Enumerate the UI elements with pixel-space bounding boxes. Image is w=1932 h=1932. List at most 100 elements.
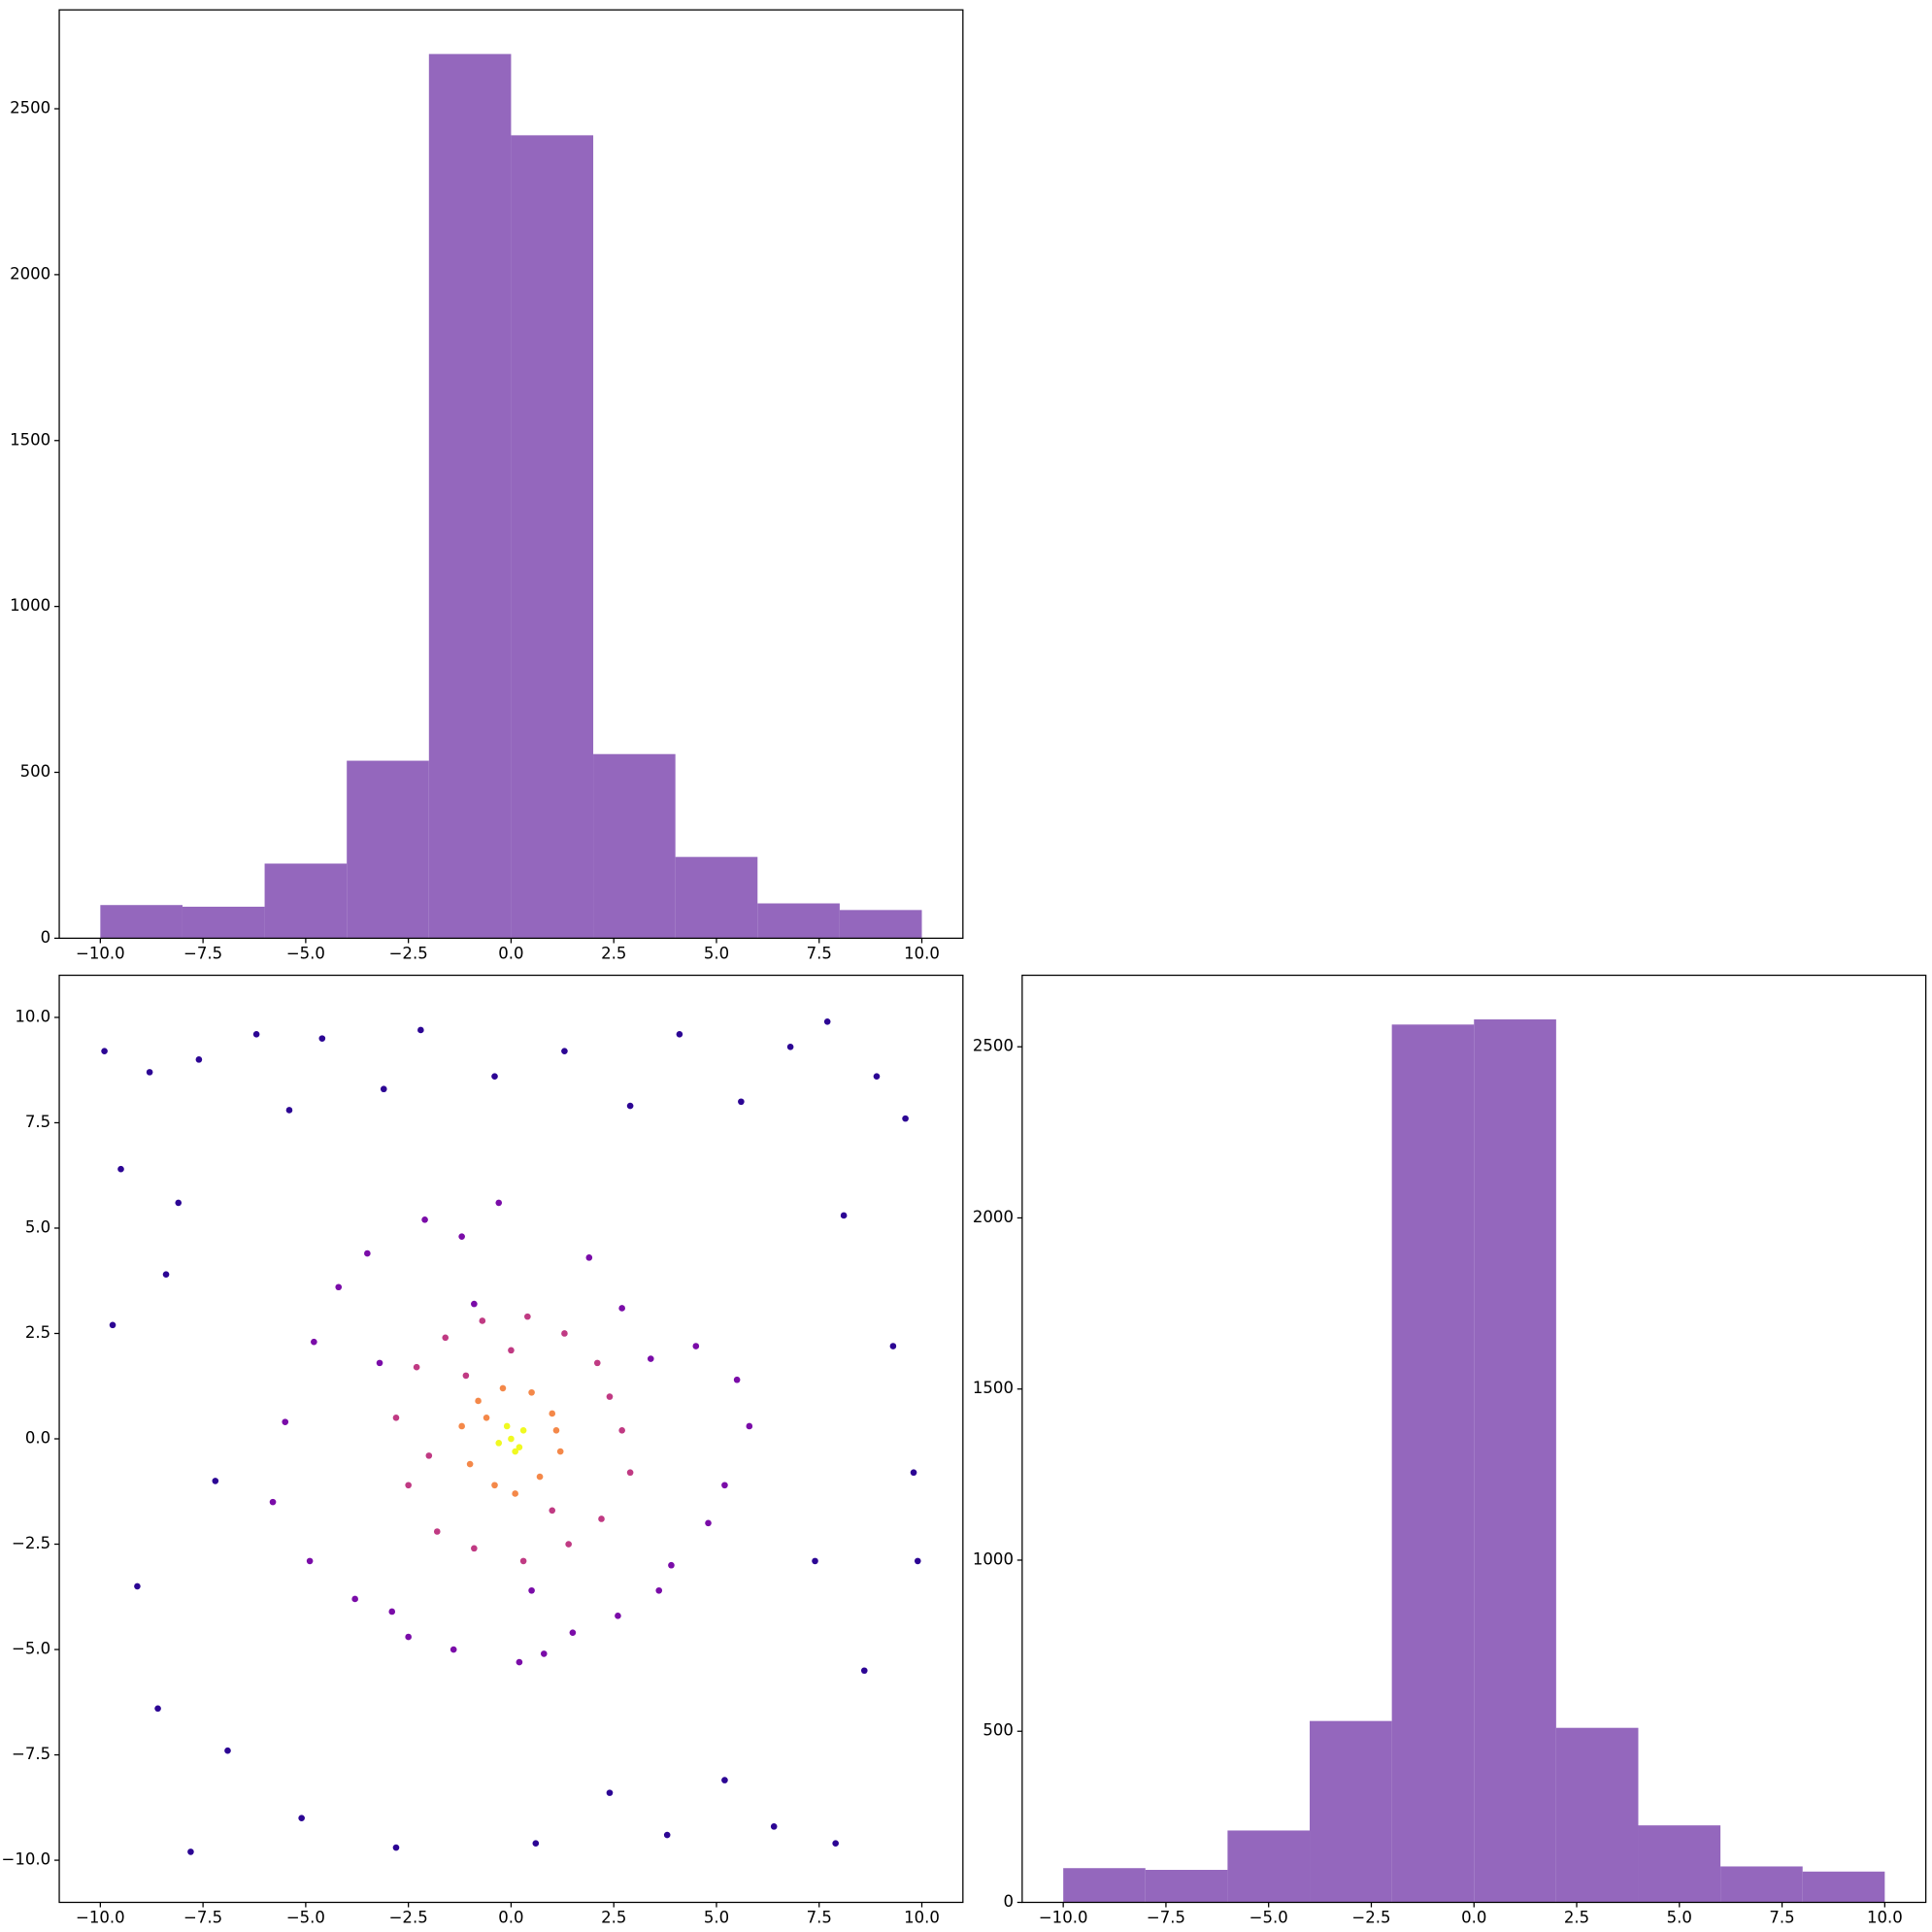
x-tick-label: −2.5 bbox=[1351, 1909, 1390, 1927]
point bbox=[195, 1056, 203, 1063]
y-tick-label: −2.5 bbox=[12, 1534, 50, 1552]
point bbox=[285, 1107, 293, 1114]
point bbox=[380, 1085, 387, 1093]
bar bbox=[1555, 1727, 1639, 1903]
bar bbox=[839, 910, 922, 939]
bar bbox=[593, 753, 676, 939]
bar bbox=[182, 906, 265, 939]
x-tick-label: −7.5 bbox=[183, 1909, 222, 1927]
x-tick-label: 2.5 bbox=[1564, 1909, 1589, 1927]
bar bbox=[757, 903, 840, 939]
point bbox=[187, 1849, 194, 1855]
y-tick-label: 2500 bbox=[10, 99, 50, 117]
bar bbox=[1802, 1871, 1885, 1903]
bar bbox=[347, 760, 429, 939]
point bbox=[528, 1586, 535, 1594]
point bbox=[471, 1300, 478, 1308]
y-tick-label: 0 bbox=[1003, 1892, 1014, 1911]
point bbox=[618, 1305, 625, 1312]
bar bbox=[1391, 1024, 1475, 1903]
point bbox=[421, 1216, 428, 1223]
y-tick-label: 1000 bbox=[973, 1549, 1014, 1568]
point bbox=[528, 1388, 535, 1396]
point bbox=[540, 1650, 548, 1657]
point bbox=[655, 1586, 663, 1594]
x-tick-label: −5.0 bbox=[286, 944, 325, 962]
point bbox=[351, 1595, 358, 1603]
point bbox=[569, 1629, 577, 1636]
point bbox=[392, 1844, 400, 1851]
point bbox=[812, 1557, 818, 1565]
point bbox=[491, 1073, 498, 1081]
bar bbox=[428, 53, 512, 939]
point bbox=[598, 1516, 605, 1522]
point bbox=[618, 1427, 625, 1434]
y-tick-label: 1000 bbox=[10, 596, 50, 615]
point bbox=[910, 1469, 917, 1477]
point bbox=[721, 1482, 728, 1489]
y-tick-label: 10.0 bbox=[15, 1007, 50, 1025]
bar bbox=[1063, 1868, 1146, 1903]
y-tick-label: 0.0 bbox=[25, 1429, 50, 1448]
point bbox=[154, 1705, 161, 1713]
y-tick-label: 500 bbox=[20, 762, 51, 781]
point bbox=[721, 1777, 728, 1783]
point bbox=[146, 1069, 153, 1076]
point bbox=[479, 1317, 486, 1324]
point bbox=[536, 1473, 544, 1481]
point bbox=[503, 1422, 511, 1430]
x-tick-label: 5.0 bbox=[1667, 1909, 1692, 1927]
point bbox=[668, 1561, 675, 1569]
x-tick-label: −10.0 bbox=[76, 1909, 125, 1927]
point bbox=[335, 1283, 343, 1291]
point bbox=[663, 1831, 671, 1839]
point bbox=[298, 1815, 305, 1821]
point bbox=[626, 1469, 634, 1477]
point bbox=[626, 1102, 634, 1110]
bar bbox=[1310, 1720, 1392, 1903]
point bbox=[733, 1376, 741, 1383]
point bbox=[615, 1613, 621, 1619]
x-tick-label: 7.5 bbox=[807, 1909, 832, 1927]
point bbox=[606, 1393, 614, 1400]
point bbox=[405, 1633, 412, 1641]
y-tick-label: −10.0 bbox=[2, 1850, 51, 1869]
point bbox=[873, 1073, 881, 1081]
point bbox=[117, 1165, 124, 1173]
x-tick-label: −10.0 bbox=[76, 944, 125, 962]
point bbox=[475, 1397, 482, 1405]
x-tick-label: −7.5 bbox=[1147, 1909, 1185, 1927]
x-tick-label: −5.0 bbox=[286, 1909, 325, 1927]
point bbox=[495, 1440, 503, 1447]
y-tick-label: −5.0 bbox=[12, 1640, 50, 1658]
point bbox=[508, 1435, 515, 1443]
point bbox=[512, 1448, 518, 1455]
point bbox=[561, 1048, 568, 1054]
x-tick-label: −5.0 bbox=[1249, 1909, 1288, 1927]
point bbox=[770, 1823, 778, 1830]
point bbox=[840, 1212, 848, 1219]
bar bbox=[1638, 1825, 1721, 1903]
point bbox=[914, 1557, 921, 1565]
point bbox=[692, 1343, 700, 1349]
point bbox=[466, 1460, 474, 1468]
bar bbox=[1474, 1019, 1556, 1903]
subplot: −10.0 −7.5 −5.0 −2.5 0.0 2.5 5.0 7.5 10.0 −10.0 −7… bbox=[2, 974, 964, 1927]
point bbox=[832, 1840, 839, 1848]
y-tick-label: 2000 bbox=[10, 264, 50, 283]
bar bbox=[1227, 1830, 1311, 1903]
x-tick-label: 2.5 bbox=[601, 944, 626, 962]
y-tick-label: 5.0 bbox=[25, 1217, 50, 1236]
point bbox=[889, 1343, 897, 1349]
x-tick-label: −10.0 bbox=[1039, 1909, 1088, 1927]
point bbox=[524, 1313, 531, 1320]
point bbox=[860, 1667, 868, 1675]
point bbox=[450, 1646, 457, 1653]
point bbox=[549, 1507, 556, 1515]
point bbox=[462, 1372, 470, 1380]
point bbox=[433, 1528, 441, 1535]
point bbox=[519, 1427, 527, 1434]
point bbox=[282, 1418, 289, 1425]
point bbox=[823, 1017, 831, 1025]
